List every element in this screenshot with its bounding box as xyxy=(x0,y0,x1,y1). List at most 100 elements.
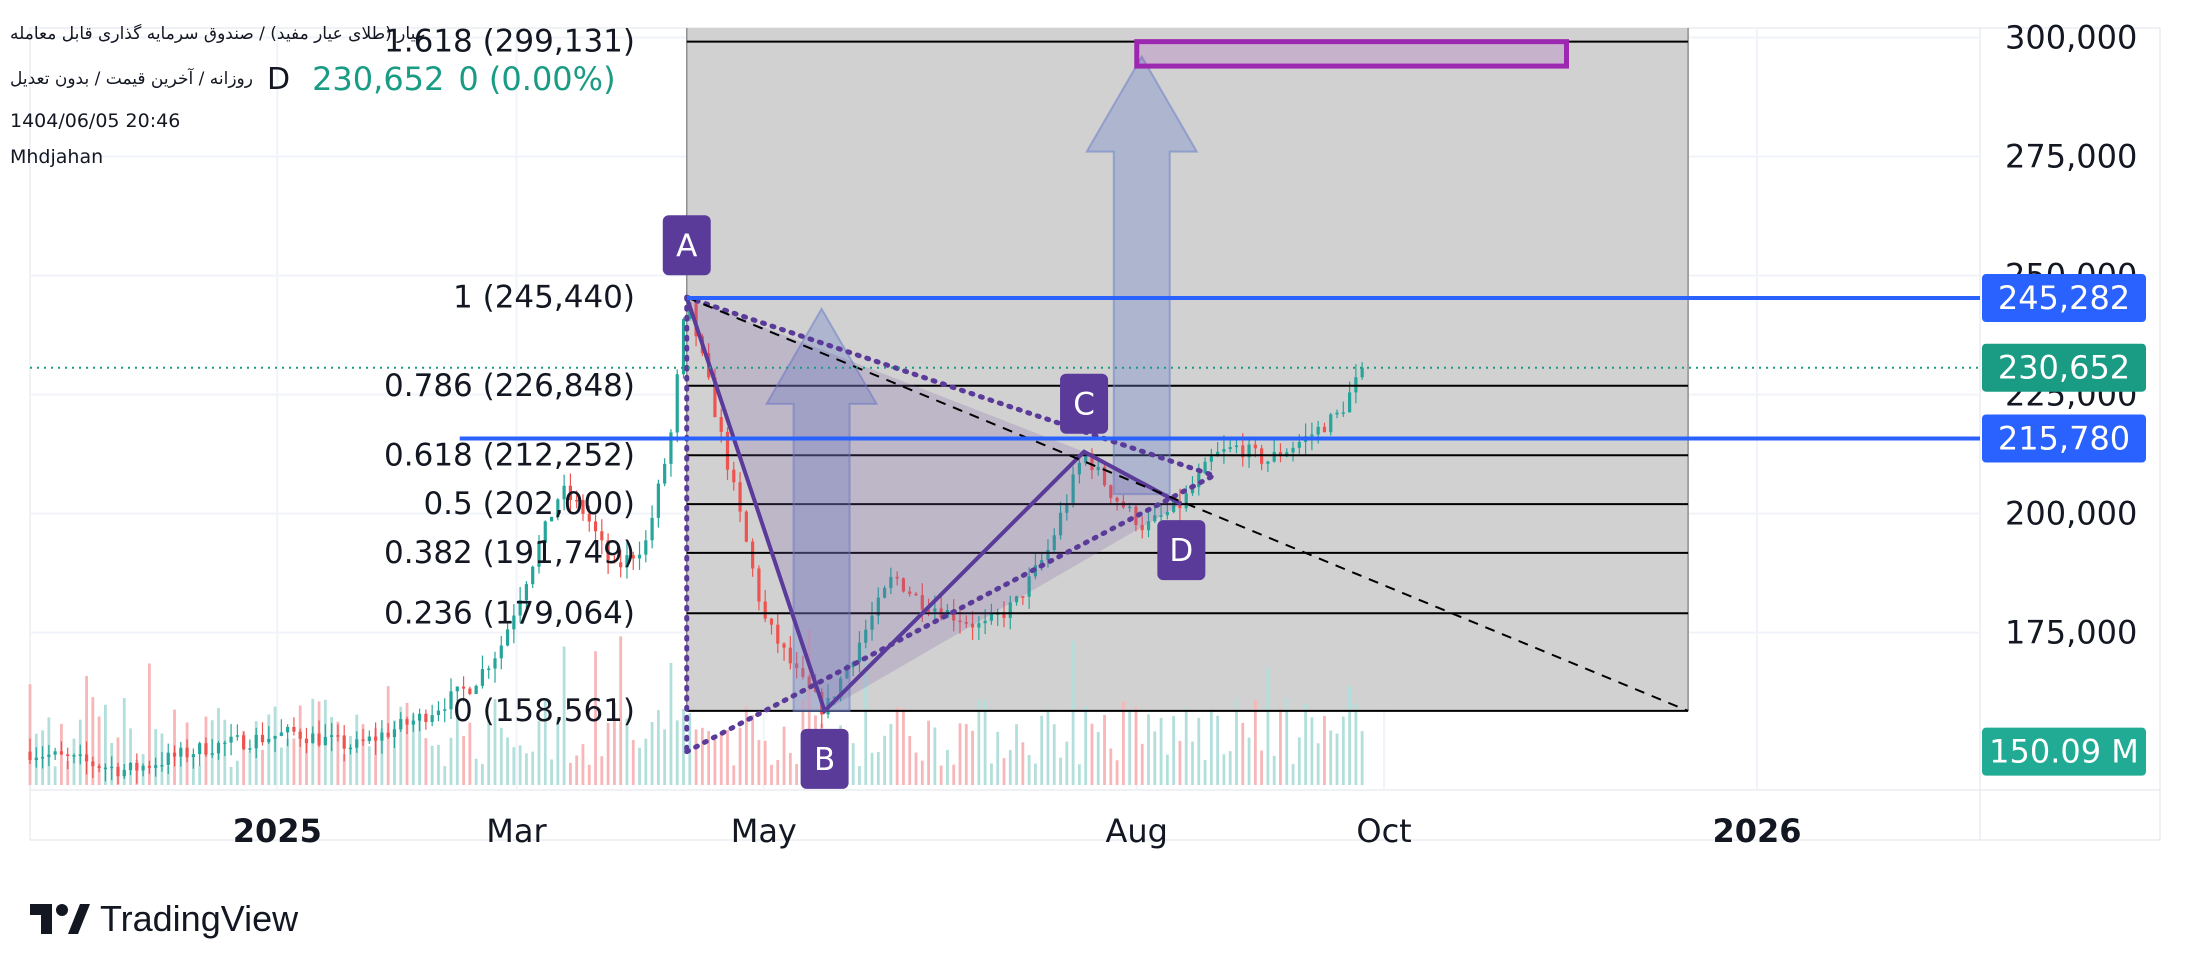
candle xyxy=(675,374,679,433)
volume-bar xyxy=(1071,640,1075,785)
candle xyxy=(1197,473,1201,488)
volume-bar xyxy=(28,684,32,785)
level-badge[interactable] xyxy=(1982,414,2146,463)
volume-bar xyxy=(732,765,736,785)
pattern-point-d[interactable] xyxy=(1157,520,1206,581)
candle xyxy=(864,629,868,643)
volume-bar xyxy=(581,744,585,785)
volume-bar xyxy=(1272,755,1276,785)
candle xyxy=(650,517,654,541)
pattern-fill-abc xyxy=(686,297,1085,711)
volume-bar xyxy=(1178,740,1182,785)
volume-bar xyxy=(908,736,912,785)
candle xyxy=(399,719,403,730)
y-tick-label: 200,000 xyxy=(2005,495,2137,533)
candle xyxy=(28,751,32,761)
candle xyxy=(204,743,208,755)
candle xyxy=(719,417,723,432)
pattern-point-c[interactable] xyxy=(1060,373,1109,434)
candle xyxy=(788,647,792,664)
candle xyxy=(367,736,371,742)
volume-bar xyxy=(1184,707,1188,785)
volume-badge[interactable] xyxy=(1982,727,2146,776)
candle xyxy=(568,485,573,500)
candle xyxy=(549,516,554,522)
candle xyxy=(91,761,95,767)
candle xyxy=(304,738,309,744)
last-price-badge-label: 230,652 xyxy=(1998,349,2130,387)
volume-bar xyxy=(625,718,629,785)
volume-bar xyxy=(1159,717,1163,785)
volume-bar xyxy=(487,720,491,785)
volume-bar xyxy=(1065,741,1069,785)
candle xyxy=(1109,485,1113,498)
volume-bar xyxy=(261,749,264,785)
candle xyxy=(977,623,981,628)
volume-bar xyxy=(895,707,899,785)
candle xyxy=(499,645,503,659)
candle xyxy=(713,377,717,418)
volume-bar xyxy=(292,738,296,785)
tradingview-brand[interactable]: TradingView xyxy=(30,898,298,940)
volume-bar xyxy=(1046,708,1050,785)
volume-bar xyxy=(1203,760,1207,785)
volume-bar xyxy=(977,699,981,785)
candle xyxy=(556,499,560,517)
candle xyxy=(1266,461,1270,464)
candle xyxy=(430,715,434,723)
candle xyxy=(543,521,547,543)
volume-bar xyxy=(1165,754,1169,785)
candle xyxy=(311,733,315,744)
candle xyxy=(216,743,221,754)
candle xyxy=(763,601,767,619)
volume-bar xyxy=(550,759,553,785)
pattern-point-d-label: D xyxy=(1169,533,1193,569)
candle xyxy=(757,568,761,602)
candle xyxy=(361,739,365,742)
volume-bar xyxy=(763,740,767,785)
level-badge[interactable] xyxy=(1982,274,2146,323)
candle xyxy=(260,734,265,743)
volume-bar xyxy=(1279,708,1282,785)
candle xyxy=(1014,596,1019,603)
candle xyxy=(1247,444,1251,458)
volume-bar xyxy=(1002,758,1006,785)
pattern-point-a[interactable] xyxy=(662,215,711,276)
candle xyxy=(669,432,673,464)
candle xyxy=(581,500,585,514)
candle xyxy=(97,766,101,768)
volume-bar xyxy=(1335,733,1339,785)
volume-bar xyxy=(1291,764,1295,785)
pattern-point-b[interactable] xyxy=(800,728,849,789)
candle xyxy=(279,732,283,736)
candle xyxy=(933,608,937,612)
candle xyxy=(1071,474,1075,504)
candle xyxy=(47,754,51,757)
volume-bar xyxy=(1059,757,1062,785)
candle xyxy=(801,667,805,677)
candle xyxy=(223,742,227,745)
candle xyxy=(248,748,252,750)
x-tick-label: Oct xyxy=(1356,812,1411,850)
volume-bar xyxy=(744,706,748,785)
volume-bar xyxy=(851,743,855,785)
volume-bar xyxy=(795,764,799,785)
last-price-badge[interactable] xyxy=(1982,343,2146,392)
volume-bar xyxy=(1209,710,1213,785)
volume-bar xyxy=(983,699,987,785)
candle xyxy=(1278,452,1283,457)
volume-bar xyxy=(1216,715,1220,785)
candle xyxy=(681,319,686,375)
candle xyxy=(1140,525,1144,531)
volume-bar xyxy=(1316,743,1320,785)
volume-bar xyxy=(1128,709,1132,785)
volume-bar xyxy=(669,662,673,785)
candle xyxy=(575,499,579,502)
volume-bar xyxy=(122,698,126,785)
candle xyxy=(807,676,811,688)
candle xyxy=(267,738,271,743)
candle xyxy=(493,658,497,669)
candle xyxy=(348,747,353,750)
candle xyxy=(914,593,918,596)
